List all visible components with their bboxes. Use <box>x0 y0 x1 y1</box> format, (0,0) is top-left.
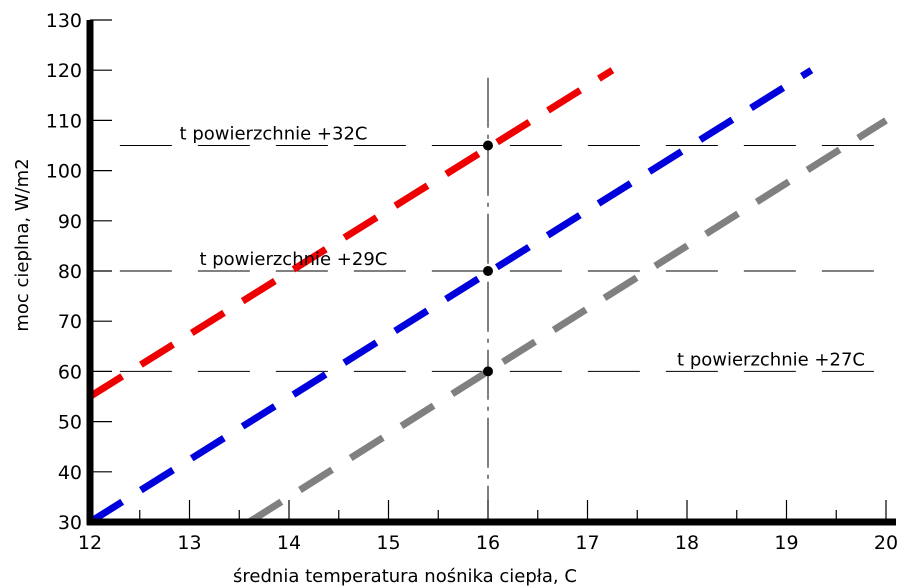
y-tick-label: 120 <box>46 60 82 82</box>
series-line-2 <box>88 67 814 525</box>
x-axis-title: średnia temperatura nośnika ciepła, C <box>233 566 577 587</box>
x-tick-label: 17 <box>575 532 599 554</box>
x-tick-label: 13 <box>177 532 201 554</box>
x-tick-label: 19 <box>774 532 798 554</box>
series-lines <box>88 67 888 525</box>
y-tick-label: 40 <box>58 462 82 484</box>
x-tick-label: 14 <box>277 532 301 554</box>
axes <box>86 19 896 526</box>
reference-line-label-3: t powierzchnie +27C <box>677 349 865 370</box>
intersection-marker <box>483 366 493 377</box>
y-tick-label: 110 <box>46 110 82 132</box>
x-tick-label: 16 <box>476 532 500 554</box>
x-tick-label: 12 <box>78 532 102 554</box>
y-axis-title: moc cieplna, W/m2 <box>12 158 33 331</box>
x-tick-label: 20 <box>874 532 898 554</box>
y-tick-label: 130 <box>46 10 82 32</box>
series-line-3 <box>247 117 888 525</box>
x-tick-label: 18 <box>675 532 699 554</box>
y-tick-label: 60 <box>58 361 82 383</box>
y-tick-label: 90 <box>58 211 82 233</box>
intersection-marker <box>483 266 493 276</box>
markers <box>483 140 493 377</box>
series-line-1 <box>88 67 615 400</box>
reference-line-label-2: t powierzchnie +29C <box>199 249 387 270</box>
reference-lines <box>119 77 876 522</box>
intersection-marker <box>483 140 493 151</box>
y-tick-label: 80 <box>58 261 82 283</box>
x-tick-label: 15 <box>376 532 400 554</box>
y-tick-label: 50 <box>58 412 82 434</box>
y-tick-label: 30 <box>58 512 82 534</box>
y-tick-label: 70 <box>58 311 82 333</box>
y-tick-label: 100 <box>46 161 82 183</box>
reference-line-label-1: t powierzchnie +32C <box>180 124 368 145</box>
labels: 12 13 14 15 16 17 18 19 20 30 40 50 60 70 80 90 100 110 12… <box>46 10 898 554</box>
